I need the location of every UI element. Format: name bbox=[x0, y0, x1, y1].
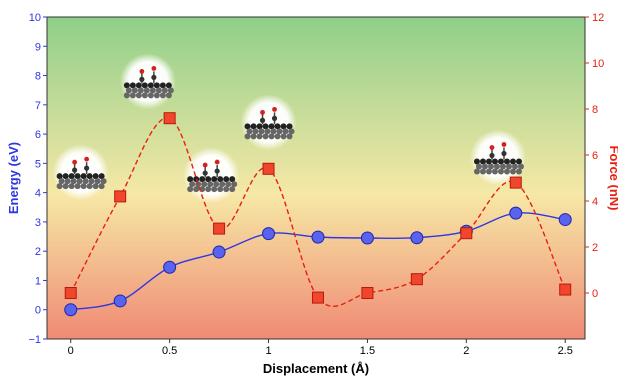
energy-point bbox=[212, 245, 226, 259]
y-left-tick-label: 9 bbox=[35, 41, 41, 53]
energy-point bbox=[113, 294, 127, 308]
force-point bbox=[460, 227, 473, 240]
inset-structures bbox=[52, 53, 526, 204]
x-tick-label: 1 bbox=[265, 345, 271, 357]
y-left-tick-label: 8 bbox=[35, 71, 41, 83]
energy-point bbox=[509, 206, 523, 220]
y-right-tick-label: 8 bbox=[592, 104, 598, 116]
y-right-tick-label: 0 bbox=[592, 288, 598, 300]
y-left-tick-label: 0 bbox=[35, 305, 41, 317]
plot-frame bbox=[46, 16, 586, 340]
x-tick-label: 1.5 bbox=[360, 345, 375, 357]
y-left-tick-label: 5 bbox=[35, 158, 41, 170]
x-axis-title: Displacement (Å) bbox=[263, 361, 369, 376]
energy-point bbox=[410, 231, 424, 245]
energy-point bbox=[558, 213, 572, 227]
force-point bbox=[559, 283, 572, 296]
force-point bbox=[262, 162, 275, 175]
molecule-inset bbox=[183, 147, 240, 204]
force-point bbox=[361, 287, 374, 299]
x-tick-label: 2.5 bbox=[558, 345, 573, 357]
energy-point bbox=[311, 230, 325, 244]
force-point bbox=[114, 190, 127, 203]
energy-point bbox=[163, 260, 177, 274]
molecule-inset bbox=[52, 144, 109, 201]
molecule-inset bbox=[469, 129, 526, 186]
force-point bbox=[213, 222, 226, 235]
y-left-tick-label: 10 bbox=[29, 12, 41, 24]
y-right-tick-label: 12 bbox=[592, 12, 604, 24]
y-axis-left: −1 0 1 2 3 4 5 6 7 8 9 10 bbox=[28, 12, 47, 346]
force-point bbox=[311, 291, 324, 304]
molecule-inset bbox=[119, 53, 176, 110]
molecule-inset bbox=[240, 94, 297, 151]
y-left-tick-label: 6 bbox=[35, 129, 41, 141]
y-right-tick-label: 10 bbox=[592, 58, 604, 70]
y-left-tick-label: 3 bbox=[35, 217, 41, 229]
y-right-tick-label: 4 bbox=[592, 196, 598, 208]
force-point bbox=[163, 112, 176, 125]
y-left-tick-label: 1 bbox=[35, 275, 41, 287]
x-tick-label: 0.5 bbox=[162, 345, 177, 357]
y-right-tick-label: 6 bbox=[592, 150, 598, 162]
energy-point bbox=[360, 231, 374, 245]
x-tick-label: 2 bbox=[463, 345, 469, 357]
y-left-tick-label: 4 bbox=[35, 188, 41, 200]
y-axis-right-title: Force (nN) bbox=[607, 146, 618, 211]
force-point bbox=[64, 287, 77, 299]
y-left-tick-label: 2 bbox=[35, 246, 41, 258]
y-left-tick-label: 7 bbox=[35, 100, 41, 112]
x-axis: 0 0.5 1 1.5 2 2.5 bbox=[68, 339, 573, 357]
x-tick-label: 0 bbox=[68, 345, 74, 357]
y-axis-right: 0 2 4 6 8 10 12 bbox=[585, 12, 604, 300]
energy-point bbox=[262, 227, 276, 241]
energy-point bbox=[64, 303, 78, 317]
force-point bbox=[410, 273, 423, 286]
y-axis-left-title: Energy (eV) bbox=[6, 142, 21, 214]
force-point bbox=[509, 176, 522, 189]
series-line-1 bbox=[70, 117, 566, 307]
y-right-tick-label: 2 bbox=[592, 242, 598, 254]
y-left-tick-label: −1 bbox=[28, 334, 41, 346]
